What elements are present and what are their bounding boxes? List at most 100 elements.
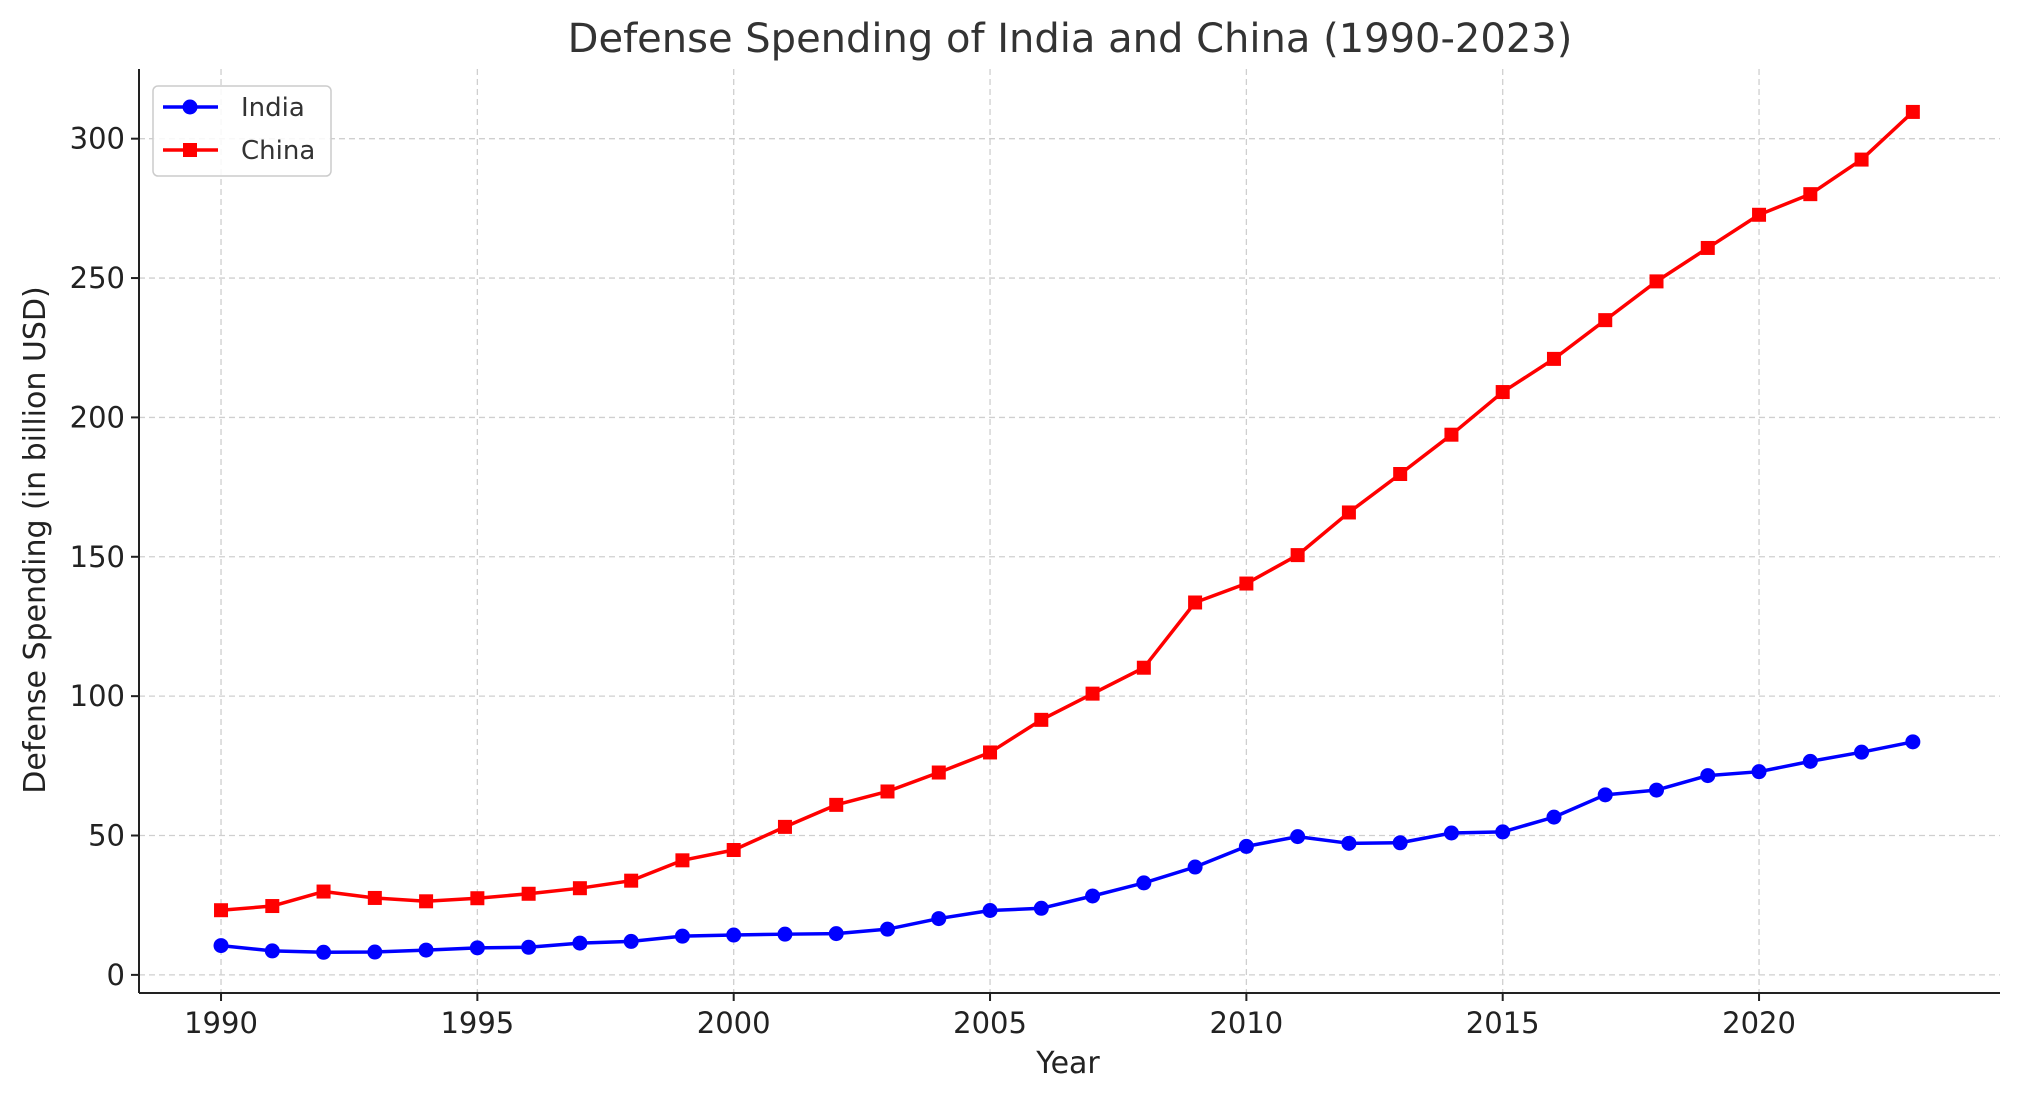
x-axis-label: Year	[1035, 1046, 1100, 1081]
data-point-china	[1341, 505, 1356, 520]
data-point-india	[1238, 838, 1254, 854]
legend-india-label: India	[241, 93, 305, 123]
legend-india-marker	[182, 99, 198, 115]
data-point-china	[214, 903, 229, 918]
data-point-india	[1597, 787, 1613, 803]
data-point-india	[1546, 809, 1562, 825]
data-point-india	[982, 902, 998, 918]
data-point-india	[1700, 768, 1716, 784]
x-tick-label: 2015	[1466, 1006, 1540, 1040]
data-point-china	[521, 886, 536, 901]
axes-layer: 1990 1995 2000 2005 2010 2015 2020 0 50 100 150 200…	[70, 69, 2000, 1040]
data-point-china	[1598, 313, 1613, 328]
data-point-india	[418, 942, 434, 958]
data-point-china	[265, 899, 280, 914]
data-point-india	[1649, 782, 1665, 798]
data-point-china	[367, 890, 382, 905]
data-point-india	[1751, 764, 1767, 780]
data-point-india	[931, 911, 947, 927]
data-point-china	[1700, 240, 1715, 255]
data-point-india	[674, 928, 690, 944]
y-tick-label: 100	[70, 679, 125, 713]
data-point-china	[1136, 660, 1151, 675]
data-point-india	[1443, 825, 1459, 841]
data-point-india	[469, 940, 485, 956]
data-point-china	[1649, 274, 1664, 289]
data-point-india	[1085, 888, 1101, 904]
data-point-china	[1188, 595, 1203, 610]
y-tick-label: 0	[107, 958, 125, 992]
chart-title: Defense Spending of India and China (199…	[568, 16, 1573, 62]
legend: India China	[152, 85, 332, 177]
y-tick-label: 50	[88, 819, 125, 853]
data-point-china	[829, 797, 844, 812]
data-point-india	[316, 944, 332, 960]
data-point-china	[1085, 686, 1100, 701]
data-point-india	[1495, 824, 1511, 840]
data-point-india	[1136, 875, 1152, 891]
data-point-china	[983, 745, 998, 760]
x-tick-label: 2005	[953, 1006, 1027, 1040]
data-point-india	[1802, 753, 1818, 769]
data-point-india	[572, 935, 588, 951]
data-point-china	[470, 891, 485, 906]
data-point-china	[1239, 576, 1254, 591]
data-point-china	[726, 843, 741, 858]
data-point-china	[880, 784, 895, 799]
series-line-china	[220, 110, 1915, 912]
data-point-india	[1341, 835, 1357, 851]
data-point-china	[1752, 207, 1767, 222]
data-point-china	[624, 873, 639, 888]
series-china	[214, 104, 1920, 918]
data-point-china	[675, 853, 690, 868]
x-tick-label: 2020	[1722, 1006, 1796, 1040]
data-point-india	[1392, 835, 1408, 851]
data-point-china	[1393, 466, 1408, 481]
series-layer	[213, 104, 1921, 960]
data-point-china	[1803, 187, 1818, 202]
data-point-india	[264, 943, 280, 959]
y-tick-label: 300	[70, 122, 125, 156]
data-point-india	[1290, 829, 1306, 845]
x-tick-label: 1995	[440, 1006, 514, 1040]
data-point-india	[828, 926, 844, 942]
data-point-india	[1033, 900, 1049, 916]
x-tick-label: 2010	[1209, 1006, 1283, 1040]
series-india	[213, 734, 1921, 960]
data-point-india	[1187, 859, 1203, 875]
legend-china-label: China	[241, 136, 315, 166]
grid-layer	[139, 69, 2000, 993]
data-point-china	[1444, 427, 1459, 442]
x-tick-label: 1990	[184, 1006, 258, 1040]
y-axis-label: Defense Spending (in billion USD)	[18, 286, 53, 793]
legend-china-marker	[183, 143, 197, 157]
data-point-china	[1495, 385, 1510, 400]
data-point-china	[419, 894, 434, 909]
data-point-india	[367, 944, 383, 960]
data-point-china	[1546, 351, 1561, 366]
data-point-china	[1905, 104, 1920, 119]
legend-item-india: India	[163, 93, 305, 123]
legend-item-china: China	[163, 136, 315, 166]
data-point-china	[1854, 152, 1869, 167]
data-point-india	[880, 921, 896, 937]
y-tick-label: 200	[70, 400, 125, 434]
data-point-india	[777, 926, 793, 942]
x-tick-label: 2000	[697, 1006, 771, 1040]
data-point-china	[931, 765, 946, 780]
data-point-india	[213, 938, 229, 954]
y-tick-label: 150	[70, 540, 125, 574]
series-line-india	[220, 740, 1914, 955]
data-point-china	[1034, 712, 1049, 727]
data-point-india	[521, 939, 537, 955]
y-tick-label: 250	[70, 261, 125, 295]
data-point-india	[1854, 744, 1870, 760]
data-point-india	[1905, 734, 1921, 750]
data-point-china	[1290, 548, 1305, 563]
data-point-china	[316, 884, 331, 899]
data-point-china	[572, 881, 587, 896]
data-point-india	[726, 927, 742, 943]
data-point-china	[777, 819, 792, 834]
data-point-india	[623, 933, 639, 949]
